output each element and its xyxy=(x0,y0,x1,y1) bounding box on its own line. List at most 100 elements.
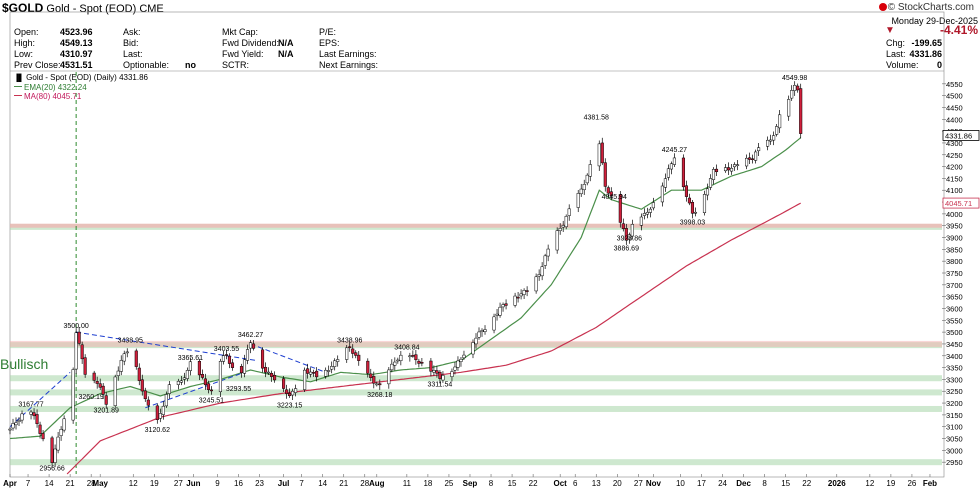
x-tick-label: 2026 xyxy=(828,479,846,488)
candle-up xyxy=(787,99,791,117)
price-label: 4245.27 xyxy=(662,147,687,154)
candle-up xyxy=(390,363,394,371)
price-label: 3201.89 xyxy=(94,408,119,415)
candle-down xyxy=(206,383,210,390)
price-label: 3293.55 xyxy=(226,386,251,393)
y-tick-label: 4200 xyxy=(946,163,963,172)
candle-down xyxy=(606,187,610,194)
candle-down xyxy=(681,157,685,188)
price-label: 3462.27 xyxy=(238,332,263,339)
candle-down xyxy=(357,354,361,361)
x-tick-label: 14 xyxy=(45,479,54,488)
candle-down xyxy=(227,355,232,364)
ma80-price-marker-box xyxy=(942,197,980,209)
x-tick-label: 25 xyxy=(444,479,453,488)
candle-up xyxy=(492,316,496,331)
candle-up xyxy=(498,306,502,316)
candle-up xyxy=(597,143,601,167)
candle-down xyxy=(796,85,800,91)
x-tick-label: Nov xyxy=(646,479,662,488)
candle-up xyxy=(477,331,481,338)
symbol: $GOLD xyxy=(2,1,44,15)
candle-down xyxy=(143,390,147,400)
x-tick-label: 19 xyxy=(150,479,159,488)
candle-down xyxy=(140,379,144,392)
candle-down xyxy=(690,201,695,214)
quote_mid1-label: Optionable: xyxy=(123,60,170,70)
candle-up xyxy=(11,423,15,429)
candle-up xyxy=(513,295,517,306)
candle-up xyxy=(242,359,247,374)
candle-down xyxy=(32,412,36,417)
candle-down xyxy=(230,362,235,368)
quote_mid2-label: SCTR: xyxy=(222,60,249,70)
x-tick-label: Jul xyxy=(278,479,290,488)
candles xyxy=(8,81,803,468)
candle-up xyxy=(14,422,18,426)
candle-up xyxy=(336,359,340,362)
candle-up xyxy=(164,394,168,407)
candle-up xyxy=(303,369,307,390)
candle-up xyxy=(693,211,698,214)
candle-up xyxy=(495,313,499,316)
candle-up xyxy=(29,411,33,415)
candle-down xyxy=(600,142,604,164)
candle-down xyxy=(414,354,418,361)
candle-up xyxy=(585,174,589,184)
y-tick-label: 4400 xyxy=(946,115,963,124)
quote_left-value: 4523.96 xyxy=(60,27,93,37)
last-price-marker-box xyxy=(942,130,980,141)
candle-up xyxy=(546,248,550,257)
x-tick-label: 12 xyxy=(129,479,138,488)
y-tick-label: 3750 xyxy=(946,269,963,278)
candle-down xyxy=(270,373,274,377)
candle-down xyxy=(83,357,87,375)
candle-down xyxy=(799,88,803,134)
quote_mid1-value: no xyxy=(185,60,196,70)
candle-up xyxy=(8,428,12,431)
x-tick-label: 15 xyxy=(781,479,790,488)
candle-up xyxy=(161,405,165,415)
candle-up xyxy=(59,429,63,436)
y-tick-label: 4550 xyxy=(946,80,963,89)
candle-up xyxy=(736,164,740,166)
x-tick-label: 19 xyxy=(886,479,895,488)
price-label: 2956.66 xyxy=(39,466,64,473)
candle-down xyxy=(98,383,102,388)
candle-down xyxy=(50,437,54,463)
candle-down xyxy=(351,348,355,354)
candle-up xyxy=(399,354,403,362)
candle-up xyxy=(167,384,171,394)
y-tick-label: 3000 xyxy=(946,446,963,455)
candle-up xyxy=(651,202,655,209)
candle-down xyxy=(35,414,39,425)
price-label: 4045.94 xyxy=(602,194,627,201)
y-axis: 2950 3000 3050 3100 3150 3200 3250 3300 3350 3400… xyxy=(942,80,963,467)
y-tick-label: 4150 xyxy=(946,174,963,183)
price-label: 3311.54 xyxy=(428,382,453,389)
candle-up xyxy=(642,213,646,216)
price-label: 3260.19 xyxy=(79,394,104,401)
candle-up xyxy=(769,139,773,142)
ma80-line xyxy=(66,202,801,475)
trendline xyxy=(9,371,71,428)
candle-up xyxy=(537,274,541,277)
candle-up xyxy=(666,168,670,178)
candle-up xyxy=(672,157,676,165)
candle-up xyxy=(540,266,544,277)
candle-down xyxy=(260,349,265,369)
x-tick-label: 8 xyxy=(489,479,494,488)
candle-up xyxy=(522,290,526,295)
candle-up xyxy=(459,358,463,362)
quote_left-label: Low: xyxy=(14,49,34,59)
last-price-marker-text: 4331.86 xyxy=(945,131,972,140)
price-label: 3886.69 xyxy=(614,246,639,253)
x-tick-label: 18 xyxy=(423,479,432,488)
x-tick-label: 28 xyxy=(87,479,96,488)
chart-legend: ▐▌ Gold - Spot (EOD) (Daily) 4331.86 EMA… xyxy=(14,73,148,101)
quote_mid3-label: Last Earnings: xyxy=(319,49,377,59)
candle-up xyxy=(471,342,475,355)
candle-up xyxy=(702,194,707,213)
